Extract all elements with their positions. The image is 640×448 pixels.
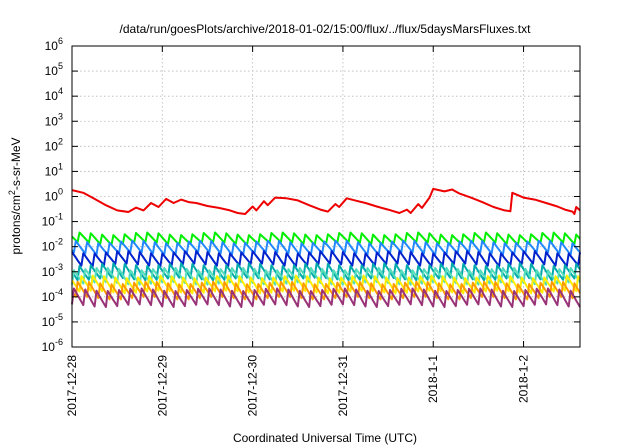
series-line-5 bbox=[71, 262, 581, 282]
y-tick-labels: 10-6 10-5 10-4 10-3 10-2 10-1 100 101 102 103 104 1… bbox=[42, 36, 63, 354]
y-tick-label: 10-6 bbox=[42, 337, 63, 354]
x-tick-label: 2017-12-31 bbox=[336, 355, 350, 417]
series-layer bbox=[71, 187, 581, 308]
series-line-6 bbox=[71, 266, 581, 286]
y-tick-label: 103 bbox=[45, 111, 63, 128]
x-tick-label: 2017-12-29 bbox=[155, 355, 169, 417]
series-line-9 bbox=[71, 287, 581, 308]
y-tick-label: 102 bbox=[45, 136, 63, 153]
series-line-4 bbox=[71, 250, 581, 268]
x-tick-labels: 2017-12-28 2017-12-29 2017-12-30 2017-12-31… bbox=[65, 355, 531, 417]
y-tick-label: 106 bbox=[45, 36, 63, 53]
y-tick-label: 10-5 bbox=[42, 312, 63, 329]
x-tick-label: 2018-1-2 bbox=[517, 355, 531, 403]
y-tick-label: 10-2 bbox=[42, 237, 63, 254]
y-axis-label: protons/cm2-s-sr-MeV bbox=[7, 137, 23, 254]
tick-marks bbox=[71, 45, 580, 348]
y-tick-label: 100 bbox=[45, 187, 63, 204]
y-tick-label: 104 bbox=[45, 86, 63, 103]
x-tick-label: 2017-12-28 bbox=[65, 355, 79, 417]
y-tick-label: 10-3 bbox=[42, 262, 63, 279]
x-tick-label: 2018-1-1 bbox=[426, 355, 440, 403]
y-tick-label: 101 bbox=[45, 161, 63, 178]
series-line-1 bbox=[71, 187, 581, 215]
y-tick-label: 105 bbox=[45, 61, 63, 78]
y-tick-label: 10-1 bbox=[42, 212, 63, 229]
y-tick-label: 10-4 bbox=[42, 287, 63, 304]
x-tick-label: 2017-12-30 bbox=[246, 355, 260, 417]
series-line-3 bbox=[71, 239, 581, 256]
chart-title: /data/run/goesPlots/archive/2018-01-02/1… bbox=[120, 22, 532, 36]
series-line-8 bbox=[71, 280, 581, 301]
x-axis-label: Coordinated Universal Time (UTC) bbox=[233, 431, 417, 445]
